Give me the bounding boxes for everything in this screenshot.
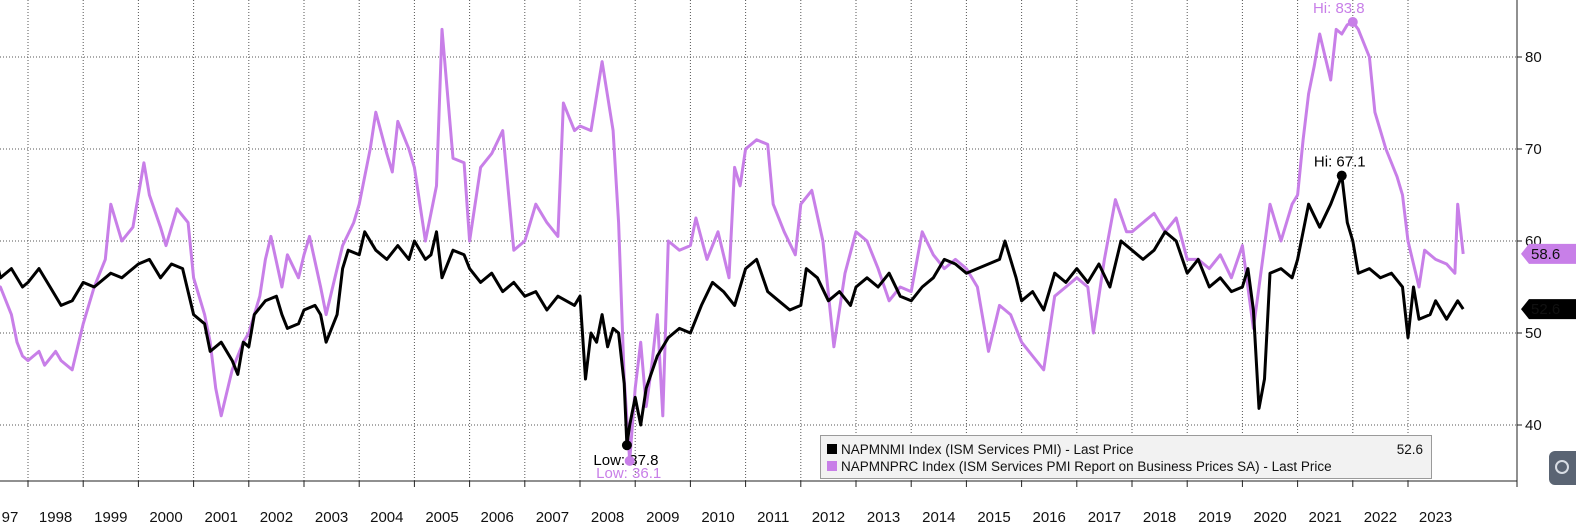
annotation-label-3: Hi: 83.8: [1313, 0, 1365, 17]
last-value-tag-napmnprc: 58.6: [1521, 243, 1576, 264]
grid: [0, 0, 1517, 481]
x-tick-label-2009: 2009: [646, 509, 679, 526]
x-tick-label-2023: 2023: [1419, 509, 1452, 526]
x-tick-label-97: 97: [2, 509, 19, 526]
x-tick-label-2004: 2004: [370, 509, 403, 526]
x-tick-label-2005: 2005: [425, 509, 458, 526]
legend-swatch-black: [827, 444, 837, 455]
annotation-marker-0: [621, 440, 632, 451]
annotation-marker-3: [1347, 17, 1358, 28]
annotation-label-1: Low: 36.1: [596, 465, 661, 482]
chart-options-button[interactable]: [1549, 451, 1576, 485]
x-tick-label-2017: 2017: [1088, 509, 1121, 526]
x-tick-label-2018: 2018: [1143, 509, 1176, 526]
settings-icon: [1555, 460, 1569, 474]
x-tick-label-2010: 2010: [701, 509, 734, 526]
x-tick-label-2014: 2014: [922, 509, 955, 526]
x-tick-label-1998: 1998: [39, 509, 72, 526]
x-tick-label-2016: 2016: [1033, 509, 1066, 526]
x-tick-label-2001: 2001: [205, 509, 238, 526]
x-tick-label-2011: 2011: [757, 509, 789, 526]
y-tick-label-40: 40: [1525, 417, 1542, 434]
y-tick-label-80: 80: [1525, 49, 1542, 66]
x-tick-label-2012: 2012: [812, 509, 845, 526]
last-value-text: 52.6: [1531, 301, 1560, 318]
x-tick-label-2000: 2000: [149, 509, 182, 526]
legend-label-napmnprc: NAPMNPRC Index (ISM Services PMI Report …: [841, 459, 1332, 474]
annotation-marker-2: [1336, 170, 1347, 181]
x-tick-label-1999: 1999: [94, 509, 127, 526]
x-tick-label-2013: 2013: [867, 509, 900, 526]
axes: [0, 0, 1522, 487]
legend-item-napmnmi: NAPMNMI Index (ISM Services PMI) - Last …: [827, 441, 1423, 459]
legend: NAPMNMI Index (ISM Services PMI) - Last …: [820, 435, 1432, 479]
series-line-napmnprc: [0, 20, 1465, 463]
x-tick-label-2015: 2015: [977, 509, 1010, 526]
legend-label-napmnmi: NAPMNMI Index (ISM Services PMI) - Last …: [841, 442, 1134, 457]
last-value-shape: [1521, 299, 1576, 320]
x-tick-label-2019: 2019: [1198, 509, 1231, 526]
series-line-napmnmi: [0, 174, 1465, 447]
annotation-label-2: Hi: 67.1: [1314, 154, 1366, 171]
legend-item-napmnprc: NAPMNPRC Index (ISM Services PMI Report …: [827, 458, 1423, 476]
legend-swatch-purple: [827, 461, 837, 472]
annotation-marker-1: [624, 455, 635, 466]
y-tick-label-70: 70: [1525, 141, 1542, 158]
x-tick-label-2006: 2006: [481, 509, 514, 526]
series-lines: [0, 20, 1465, 463]
y-tick-label-50: 50: [1525, 325, 1542, 342]
x-tick-label-2007: 2007: [536, 509, 569, 526]
last-value-text: 58.6: [1531, 246, 1560, 263]
last-value-shape: [1521, 243, 1576, 264]
legend-value-napmnmi: 52.6: [1396, 442, 1423, 457]
last-value-tag-napmnmi: 52.6: [1521, 299, 1576, 320]
x-tick-label-2021: 2021: [1309, 509, 1342, 526]
x-tick-label-2003: 2003: [315, 509, 348, 526]
x-tick-label-2020: 2020: [1253, 509, 1286, 526]
x-tick-label-2002: 2002: [260, 509, 293, 526]
x-tick-label-2008: 2008: [591, 509, 624, 526]
x-tick-label-2022: 2022: [1364, 509, 1397, 526]
